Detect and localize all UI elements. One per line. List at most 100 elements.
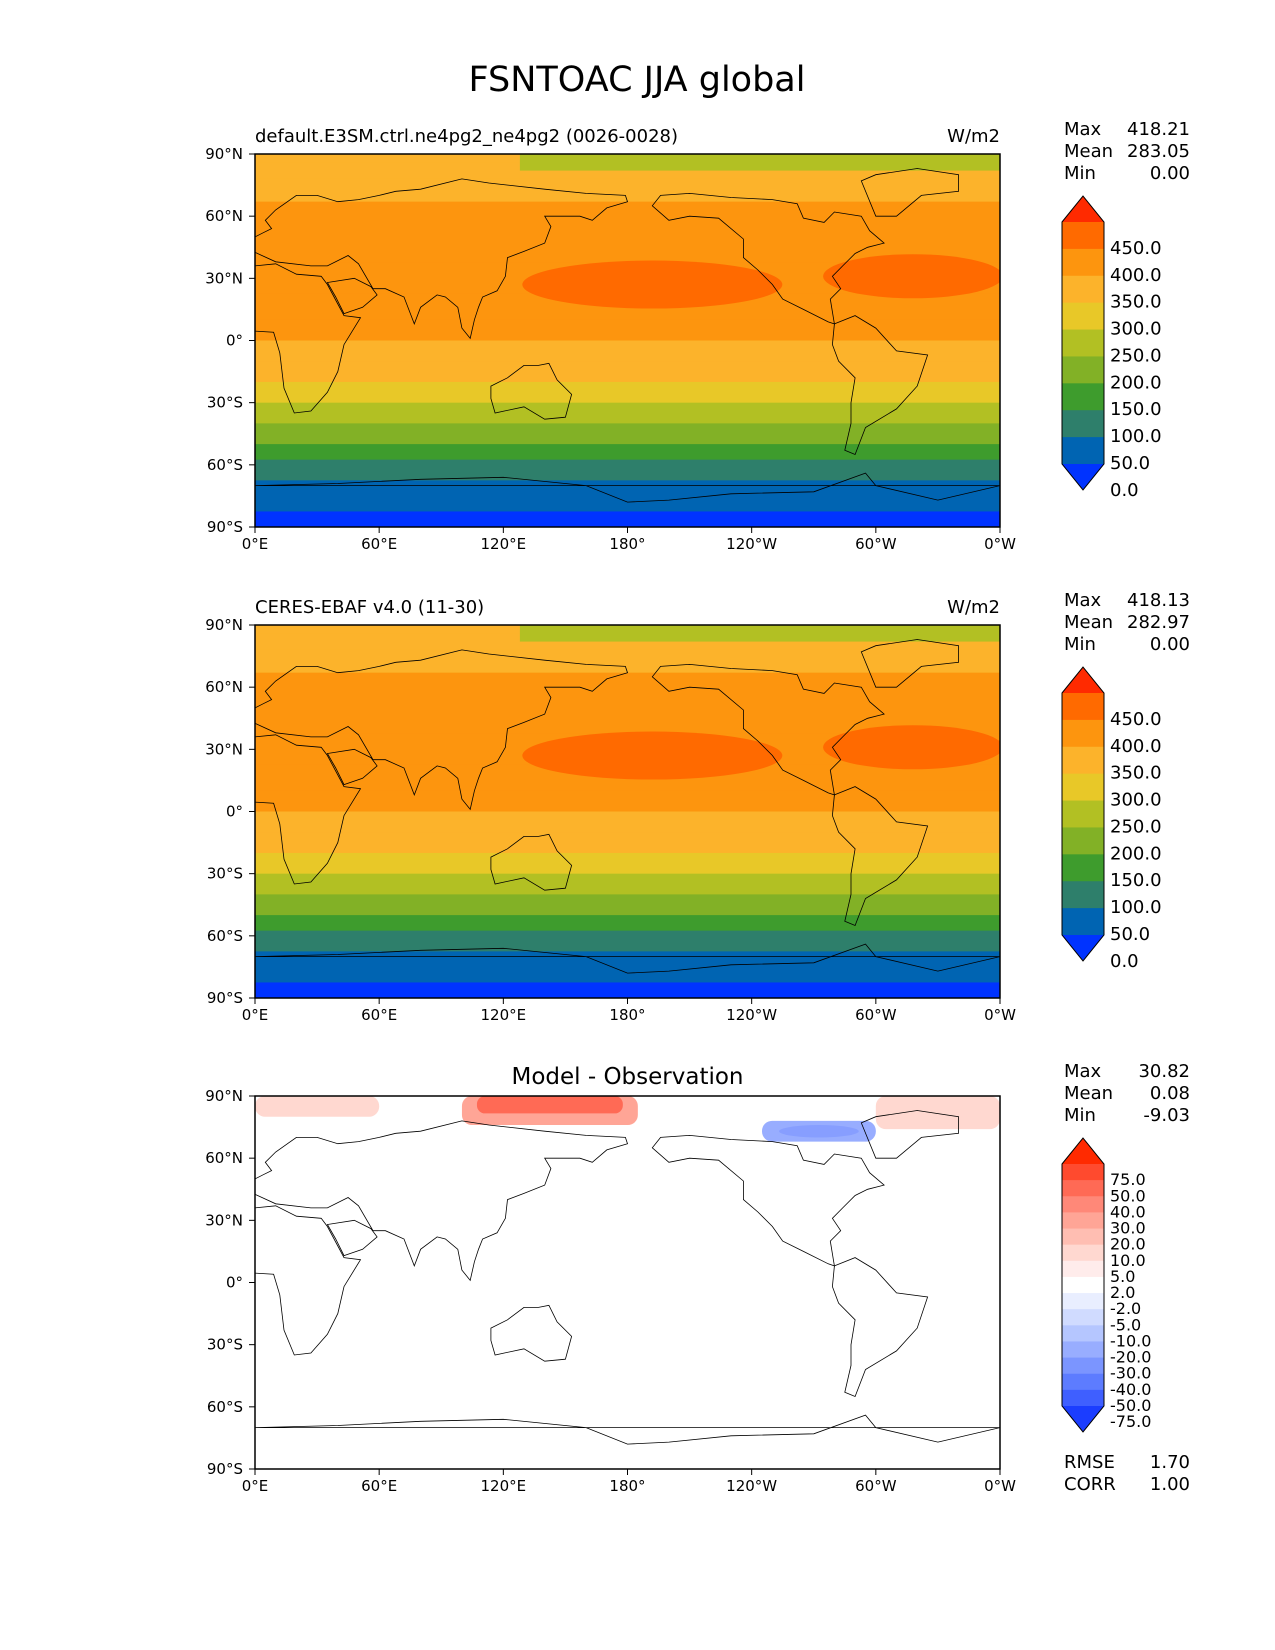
- colorbar-label: 200.0: [1110, 372, 1162, 393]
- map-field: [255, 1096, 1000, 1469]
- coastline: [326, 1219, 378, 1257]
- stat-label: Max: [1064, 119, 1102, 140]
- coastline: [255, 1205, 362, 1356]
- colorbar-label: 0.0: [1110, 951, 1139, 972]
- field-band: [255, 319, 1000, 341]
- panel-3: 0°E 60°E 120°E 180° 120°W 60°W 0°W 90°N 60°N 30°N…: [205, 1061, 1190, 1495]
- colorbar-label: 250.0: [1110, 816, 1162, 837]
- colorbar-segment: [1062, 1341, 1104, 1359]
- colorbar-segment: [1062, 1293, 1104, 1310]
- y-tick-label: 30°S: [207, 1336, 243, 1354]
- north-atlantic-maximum: [823, 254, 1000, 299]
- x-tick-label: 60°W: [855, 1006, 897, 1024]
- x-tick-label: 120°W: [726, 1477, 777, 1495]
- colorbar-segment: [1062, 410, 1104, 438]
- coastline: [326, 277, 378, 315]
- colorbar-segment: [1062, 1309, 1104, 1326]
- metric-value: 1.70: [1150, 1452, 1190, 1473]
- colorbar-label: 5.0: [1110, 1267, 1135, 1286]
- field-band: [255, 178, 1000, 203]
- colorbar-label: 450.0: [1110, 238, 1162, 259]
- colorbar-segment: [1062, 854, 1104, 882]
- field-band: [255, 340, 1000, 362]
- x-tick-label: 180°: [609, 1477, 645, 1495]
- colorbar-label: 300.0: [1110, 790, 1162, 811]
- coastline: [860, 639, 959, 688]
- y-tick-label: 90°S: [207, 989, 243, 1007]
- colorbar-label: 2.0: [1110, 1283, 1135, 1302]
- colorbar-segment: [1062, 773, 1104, 802]
- stat-value: -9.03: [1143, 1105, 1190, 1126]
- field-band: [255, 832, 1000, 854]
- panel-title: CERES-EBAF v4.0 (11-30): [255, 597, 484, 618]
- colorbar-extend-min: [1062, 1406, 1104, 1432]
- map-field: [255, 154, 1000, 527]
- colorbar-segment: [1062, 1373, 1104, 1391]
- stat-value: 30.82: [1138, 1061, 1190, 1082]
- stat-label: Min: [1064, 1105, 1096, 1126]
- coastline: [651, 192, 885, 325]
- x-tick-label: 0°E: [242, 535, 269, 553]
- colorbar-label: 20.0: [1110, 1235, 1146, 1254]
- colorbar-label: 150.0: [1110, 399, 1162, 420]
- coastline: [651, 1134, 885, 1267]
- field-band: [255, 930, 1000, 952]
- panel-1: 0°E 60°E 120°E 180° 120°W 60°W 0°W 90°N 60°N 30°N…: [205, 119, 1190, 553]
- y-tick-label: 30°N: [205, 740, 243, 758]
- colorbar-segment: [1062, 800, 1104, 828]
- metric-label: CORR: [1064, 1474, 1116, 1495]
- coastline: [651, 663, 885, 796]
- field-band: [255, 511, 1000, 527]
- x-tick-label: 120°E: [481, 1477, 527, 1495]
- colorbar-segment: [1062, 719, 1104, 748]
- colorbar-label: 30.0: [1110, 1219, 1146, 1238]
- coastline: [490, 362, 573, 420]
- colorbar-label: -30.0: [1110, 1364, 1151, 1383]
- y-tick-label: 60°S: [207, 1398, 243, 1416]
- y-tick-label: 90°N: [205, 616, 243, 634]
- colorbar-segment: [1062, 1276, 1104, 1294]
- colorbar-label: 250.0: [1110, 345, 1162, 366]
- field-band: [255, 381, 1000, 404]
- field-band: [255, 402, 1000, 424]
- coastline: [831, 786, 929, 927]
- colorbar-extend-max: [1062, 196, 1104, 222]
- y-tick-label: 60°S: [207, 927, 243, 945]
- x-tick-label: 120°E: [481, 1006, 527, 1024]
- colorbar-outline: [1061, 195, 1105, 491]
- x-tick-label: 60°E: [361, 535, 397, 553]
- units-label: W/m2: [947, 126, 1000, 147]
- colorbar-label: 350.0: [1110, 763, 1162, 784]
- coastline: [490, 833, 573, 891]
- panel-2: 0°E 60°E 120°E 180° 120°W 60°W 0°W 90°N 60°N 30°N…: [205, 590, 1190, 1024]
- colorbar-segment: [1062, 908, 1104, 936]
- colorbar-label: -10.0: [1110, 1331, 1151, 1350]
- stat-value: 0.00: [1150, 163, 1190, 184]
- x-tick-label: 180°: [609, 1006, 645, 1024]
- coastline: [831, 315, 929, 456]
- field-band: [255, 982, 1000, 998]
- stat-label: Max: [1064, 1061, 1102, 1082]
- colorbar-extend-min: [1062, 464, 1104, 490]
- colorbar-outline: [1061, 1137, 1105, 1433]
- anomaly-core: [779, 1125, 859, 1138]
- colorbar-label: -2.0: [1110, 1299, 1141, 1318]
- coastline: [255, 649, 629, 811]
- stat-label: Mean: [1064, 1083, 1113, 1104]
- coastline: [255, 1414, 1000, 1445]
- colorbar-segment: [1062, 1180, 1104, 1197]
- y-tick-label: 0°: [226, 1274, 243, 1292]
- map-field: [255, 625, 1000, 998]
- colorbar-label: 100.0: [1110, 426, 1162, 447]
- colorbar-extend-min: [1062, 935, 1104, 961]
- coastline: [326, 748, 378, 786]
- field-band: [255, 894, 1000, 916]
- stat-value: 418.21: [1127, 119, 1190, 140]
- x-tick-label: 60°W: [855, 1477, 897, 1495]
- colorbar-label: -75.0: [1110, 1412, 1151, 1431]
- colorbar-label: 200.0: [1110, 843, 1162, 864]
- stat-label: Mean: [1064, 612, 1113, 633]
- anomaly: [875, 1096, 1000, 1130]
- colorbar-label: 400.0: [1110, 265, 1162, 286]
- x-tick-label: 120°W: [726, 535, 777, 553]
